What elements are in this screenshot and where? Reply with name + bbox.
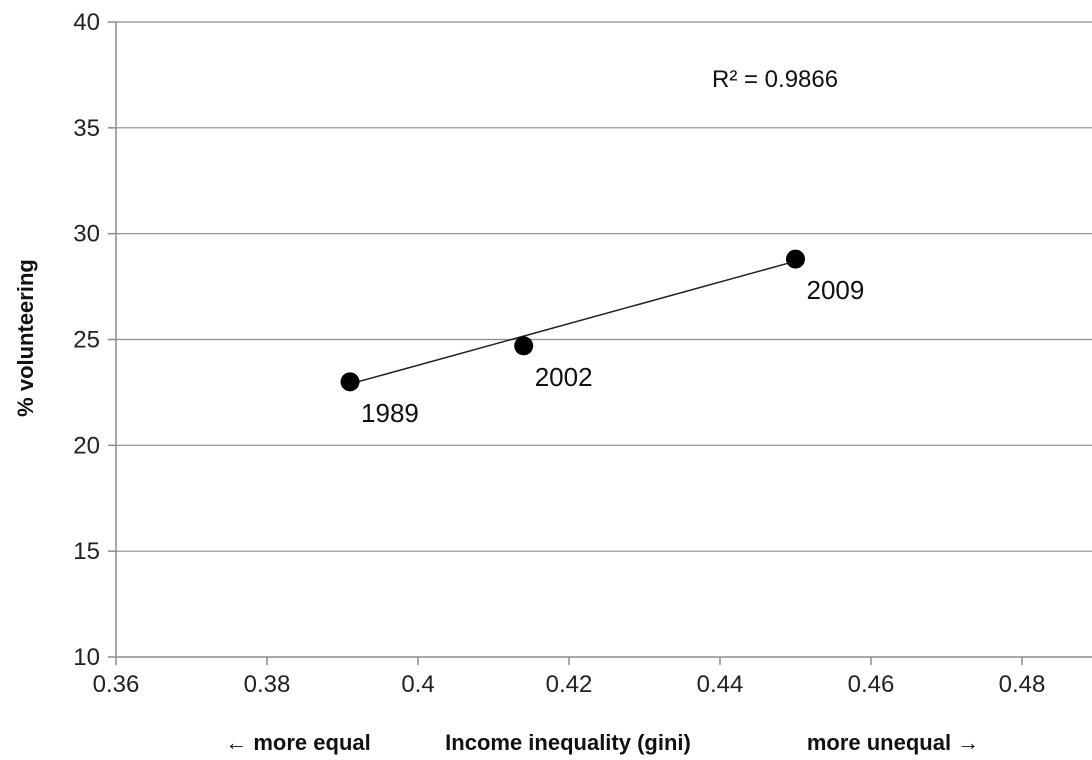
y-tick-label-15: 15 — [73, 538, 100, 565]
y-tick-label-35: 35 — [73, 115, 100, 142]
r-squared-annotation: R² = 0.9866 — [712, 66, 838, 93]
y-tick-label-10: 10 — [73, 644, 100, 671]
x-tick-label-0.42: 0.42 — [546, 671, 593, 698]
y-tick-label-20: 20 — [73, 432, 100, 459]
gridlines — [116, 21, 1092, 552]
data-label-2009: 2009 — [807, 275, 865, 305]
data-points: 1989 2002 2009 — [340, 249, 865, 428]
x-axis-ticks: 0.36 0.38 0.4 0.42 0.44 0.46 0.48 — [93, 657, 1046, 698]
trendline — [349, 260, 796, 385]
y-tick-label-40: 40 — [73, 9, 100, 36]
x-axis-more-equal-label: ← more equal — [225, 730, 370, 755]
x-tick-label-0.46: 0.46 — [848, 671, 895, 698]
x-tick-label-0.38: 0.38 — [244, 671, 291, 698]
y-axis-ticks: 10 15 20 25 30 35 40 — [73, 9, 116, 671]
data-point-2002 — [514, 336, 534, 356]
x-tick-label-0.36: 0.36 — [93, 671, 140, 698]
y-tick-label-25: 25 — [73, 327, 100, 354]
data-point-1989 — [340, 372, 360, 392]
x-tick-label-0.4: 0.4 — [401, 671, 434, 698]
x-axis-title: Income inequality (gini) — [445, 730, 691, 755]
data-point-2009 — [786, 249, 805, 269]
x-tick-label-0.44: 0.44 — [697, 671, 744, 698]
data-label-2002: 2002 — [535, 362, 593, 392]
x-tick-label-0.48: 0.48 — [999, 671, 1046, 698]
y-axis-title: % volunteering — [13, 259, 38, 417]
x-axis-more-unequal-label: more unequal → — [807, 730, 979, 755]
y-tick-label-30: 30 — [73, 221, 100, 248]
data-label-1989: 1989 — [361, 398, 419, 428]
